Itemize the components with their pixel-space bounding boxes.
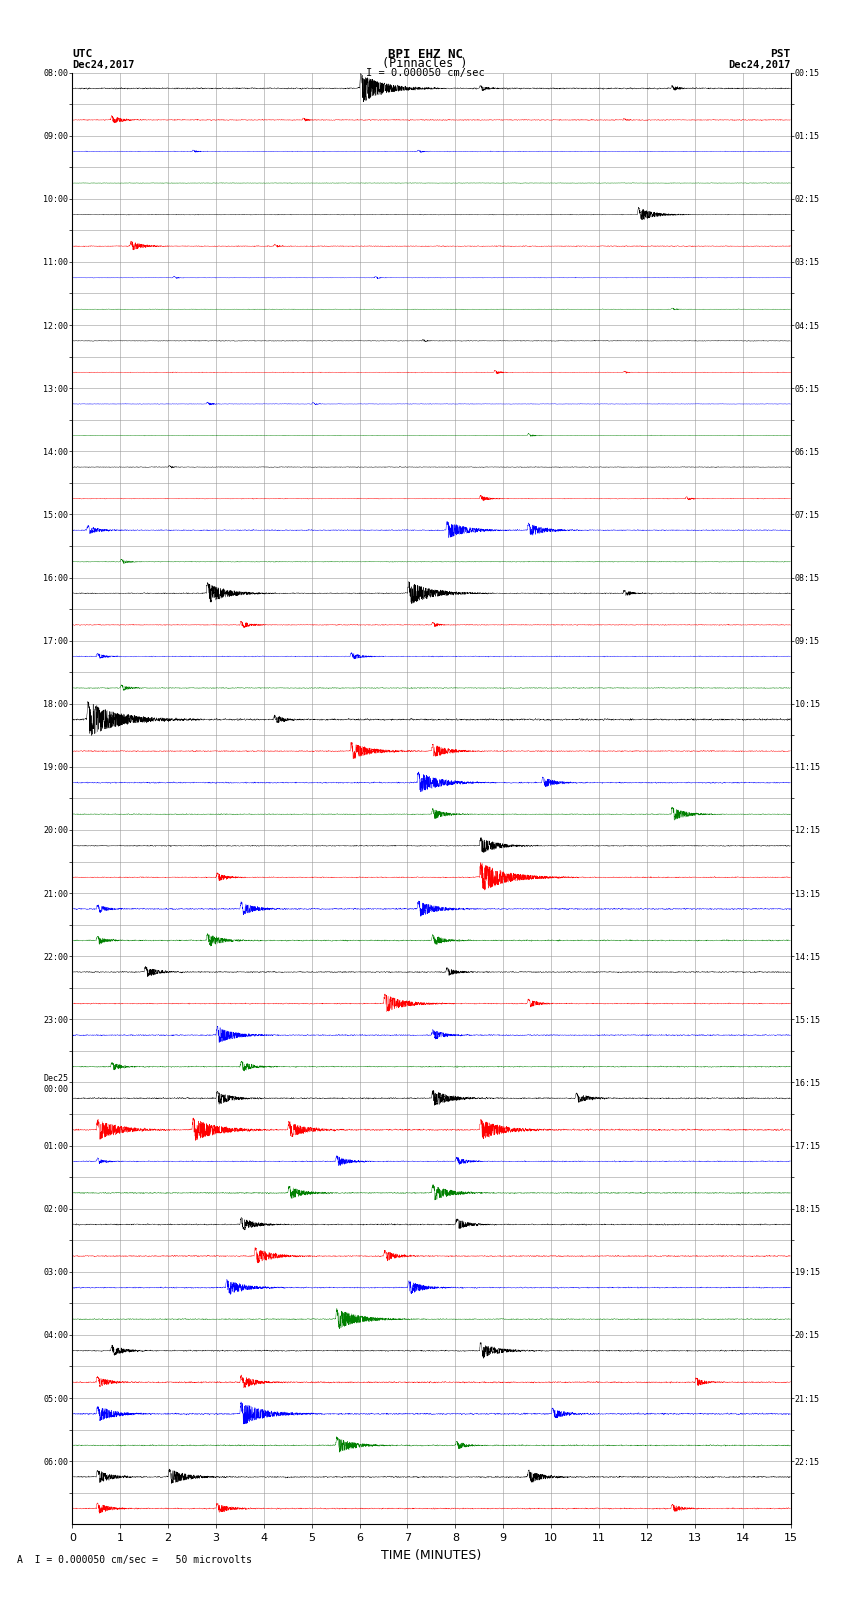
Text: PST: PST bbox=[770, 48, 790, 58]
Text: UTC: UTC bbox=[72, 48, 93, 58]
X-axis label: TIME (MINUTES): TIME (MINUTES) bbox=[382, 1548, 481, 1561]
Text: Dec24,2017: Dec24,2017 bbox=[72, 60, 135, 71]
Text: (Pinnacles ): (Pinnacles ) bbox=[382, 56, 468, 71]
Text: A  I = 0.000050 cm/sec =   50 microvolts: A I = 0.000050 cm/sec = 50 microvolts bbox=[17, 1555, 252, 1565]
Text: BPI EHZ NC: BPI EHZ NC bbox=[388, 48, 462, 61]
Text: Dec24,2017: Dec24,2017 bbox=[728, 60, 791, 71]
Text: I = 0.000050 cm/sec: I = 0.000050 cm/sec bbox=[366, 68, 484, 77]
